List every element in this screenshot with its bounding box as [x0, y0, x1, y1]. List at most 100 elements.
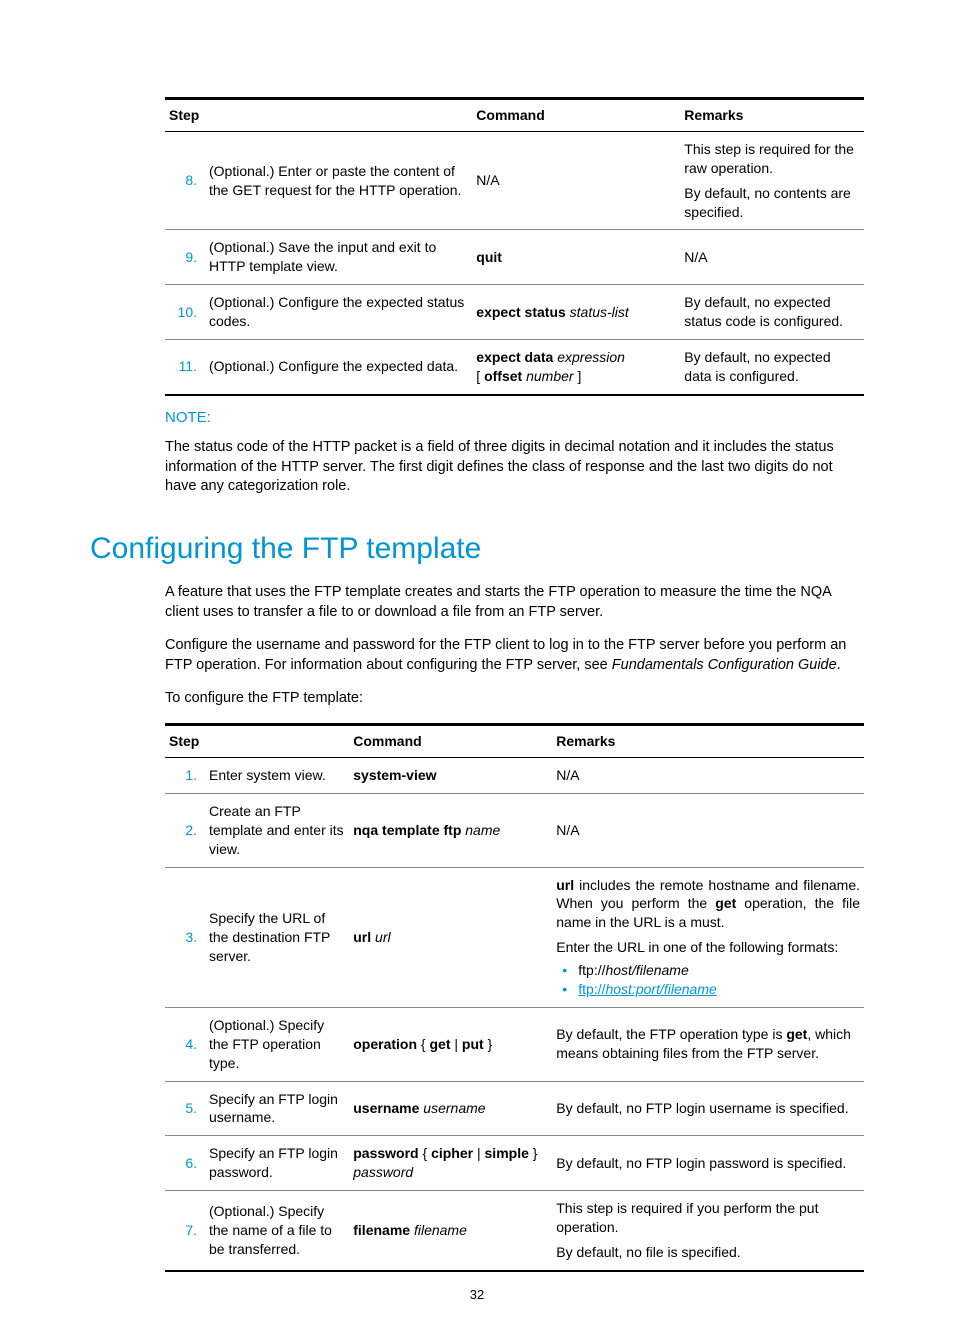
- brace: }: [488, 1036, 493, 1052]
- paragraph: Configure the username and password for …: [165, 636, 864, 675]
- brace: {: [421, 1036, 426, 1052]
- command-bold: filename: [353, 1222, 410, 1238]
- remarks-line: By default, no contents are specified.: [684, 184, 860, 222]
- step-text: (Optional.) Configure the expected statu…: [205, 285, 472, 340]
- command-text: password { cipher | simple } password: [349, 1136, 552, 1191]
- url-format-list: ftp://host/filename ftp://host:port/file…: [556, 961, 860, 999]
- step-text: (Optional.) Configure the expected data.: [205, 340, 472, 395]
- command-text: expect data expression [ offset number ]: [472, 340, 680, 395]
- table-row: 8. (Optional.) Enter or paste the conten…: [165, 131, 864, 230]
- command-bold: operation: [353, 1036, 417, 1052]
- table-1-container: Step Command Remarks 8. (Optional.) Ente…: [165, 97, 864, 497]
- step-number: 5.: [165, 1081, 205, 1136]
- command-bold: password: [353, 1145, 418, 1161]
- step-number: 6.: [165, 1136, 205, 1191]
- remarks-line: By default, no file is specified.: [556, 1243, 860, 1262]
- note-text: The status code of the HTTP packet is a …: [165, 438, 864, 497]
- step-number: 1.: [165, 757, 205, 793]
- list-item: ftp://host:port/filename: [578, 980, 860, 999]
- command-bold: put: [462, 1036, 484, 1052]
- step-number: 2.: [165, 793, 205, 867]
- command-text: expect status status-list: [472, 285, 680, 340]
- command-text: system-view: [349, 757, 552, 793]
- command-text: N/A: [472, 131, 680, 230]
- table-row: 9. (Optional.) Save the input and exit t…: [165, 230, 864, 285]
- command-bold: simple: [485, 1145, 529, 1161]
- remarks-text: By default, no expected data is configur…: [680, 340, 864, 395]
- section-body: A feature that uses the FTP template cre…: [165, 583, 864, 1272]
- col-remarks-header: Remarks: [552, 725, 864, 758]
- http-steps-table: Step Command Remarks 8. (Optional.) Ente…: [165, 97, 864, 396]
- col-command-header: Command: [349, 725, 552, 758]
- step-text: Specify an FTP login username.: [205, 1081, 349, 1136]
- command-arg: username: [423, 1100, 485, 1116]
- remarks-text: This step is required if you perform the…: [552, 1191, 864, 1271]
- remarks-bold: url: [556, 877, 574, 893]
- step-text: (Optional.) Enter or paste the content o…: [205, 131, 472, 230]
- command-text: nqa template ftp name: [349, 793, 552, 867]
- table-row: 10. (Optional.) Configure the expected s…: [165, 285, 864, 340]
- command-arg: number: [526, 368, 573, 384]
- paragraph: To configure the FTP template:: [165, 689, 864, 709]
- command-bold: url: [353, 929, 371, 945]
- table-row: 3. Specify the URL of the destination FT…: [165, 867, 864, 1007]
- url-prefix: ftp://: [578, 962, 605, 978]
- remarks-line: url includes the remote hostname and fil…: [556, 876, 860, 933]
- command-text: filename filename: [349, 1191, 552, 1271]
- paragraph-text: .: [837, 657, 841, 673]
- col-remarks-header: Remarks: [680, 99, 864, 132]
- command-arg: password: [353, 1164, 413, 1180]
- remarks-text: By default, no FTP login username is spe…: [552, 1081, 864, 1136]
- step-text: Specify the URL of the destination FTP s…: [205, 867, 349, 1007]
- pipe: |: [454, 1036, 458, 1052]
- remarks-span: By default, the FTP operation type is: [556, 1026, 786, 1042]
- table-row: 2. Create an FTP template and enter its …: [165, 793, 864, 867]
- col-step-header: Step: [165, 725, 349, 758]
- pipe: |: [477, 1145, 481, 1161]
- document-page: Step Command Remarks 8. (Optional.) Ente…: [0, 0, 954, 1334]
- command-bold: offset: [484, 368, 522, 384]
- table-row: 1. Enter system view. system-view N/A: [165, 757, 864, 793]
- command-bold: quit: [476, 249, 502, 265]
- note-label: NOTE:: [165, 408, 864, 428]
- step-text: (Optional.) Specify the name of a file t…: [205, 1191, 349, 1271]
- step-number: 3.: [165, 867, 205, 1007]
- url-arg: host:port/filename: [605, 981, 716, 997]
- command-bold: get: [430, 1036, 451, 1052]
- command-arg: url: [375, 929, 391, 945]
- url-prefix: ftp://: [578, 981, 605, 997]
- command-arg: status-list: [570, 304, 629, 320]
- remarks-bold: get: [715, 895, 736, 911]
- command-arg: expression: [557, 349, 625, 365]
- section-title: Configuring the FTP template: [90, 529, 864, 570]
- table-row: 4. (Optional.) Specify the FTP operation…: [165, 1007, 864, 1081]
- remarks-text: N/A: [552, 757, 864, 793]
- remarks-text: N/A: [680, 230, 864, 285]
- table-header-row: Step Command Remarks: [165, 725, 864, 758]
- url-link[interactable]: ftp://host:port/filename: [578, 981, 717, 997]
- url-arg: host/filename: [605, 962, 688, 978]
- remarks-text: By default, no FTP login password is spe…: [552, 1136, 864, 1191]
- table-row: 11. (Optional.) Configure the expected d…: [165, 340, 864, 395]
- command-text: url url: [349, 867, 552, 1007]
- command-bold: system-view: [353, 767, 436, 783]
- page-number: 32: [0, 1286, 954, 1304]
- step-number: 10.: [165, 285, 205, 340]
- ftp-steps-table: Step Command Remarks 1. Enter system vie…: [165, 723, 864, 1272]
- command-bold: username: [353, 1100, 419, 1116]
- brace: }: [533, 1145, 538, 1161]
- table-row: 7. (Optional.) Specify the name of a fil…: [165, 1191, 864, 1271]
- step-number: 11.: [165, 340, 205, 395]
- remarks-bold: get: [786, 1026, 807, 1042]
- remarks-text: By default, no expected status code is c…: [680, 285, 864, 340]
- col-command-header: Command: [472, 99, 680, 132]
- step-text: Enter system view.: [205, 757, 349, 793]
- remarks-text: This step is required for the raw operat…: [680, 131, 864, 230]
- command-bold: cipher: [431, 1145, 473, 1161]
- step-number: 9.: [165, 230, 205, 285]
- table-row: 6. Specify an FTP login password. passwo…: [165, 1136, 864, 1191]
- step-number: 7.: [165, 1191, 205, 1271]
- command-text: username username: [349, 1081, 552, 1136]
- command-text: operation { get | put }: [349, 1007, 552, 1081]
- command-arg: name: [465, 822, 500, 838]
